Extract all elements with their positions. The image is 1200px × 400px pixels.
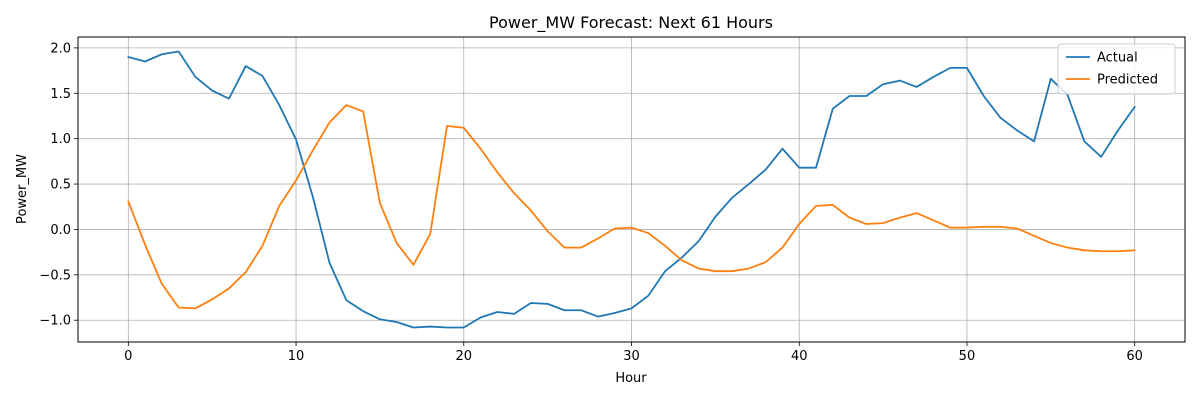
series-line-predicted [127,104,1136,310]
y-tick-label: 1.0 [50,132,71,147]
grid [78,37,1185,342]
x-tick-label: 30 [623,349,640,364]
y-axis: −1.0 −0.5 0.0 0.5 1.0 1.5 2.0 [39,41,78,329]
legend-label-predicted: Predicted [1097,73,1158,88]
x-tick-label: 0 [124,349,132,364]
y-tick-label: 1.5 [50,87,71,102]
y-tick-label: −1.0 [39,314,71,329]
x-axis-label: Hour [615,371,647,386]
x-tick-label: 20 [455,349,472,364]
legend-label-actual: Actual [1097,51,1138,66]
y-tick-label: 0.0 [50,223,71,238]
legend: Actual Predicted [1057,43,1176,95]
x-tick-label: 10 [288,349,305,364]
y-tick-label: −0.5 [39,268,71,283]
series-line-actual [127,50,1136,329]
y-tick-label: 0.5 [50,178,71,193]
x-axis: 0 10 20 30 40 50 60 [124,342,1143,364]
chart-title: Power_MW Forecast: Next 61 Hours [489,13,773,33]
x-tick-label: 50 [959,349,976,364]
y-tick-label: 2.0 [50,41,71,56]
x-tick-label: 40 [791,349,808,364]
x-tick-label: 60 [1126,349,1143,364]
series-layer [127,50,1136,329]
y-axis-label: Power_MW [15,154,30,224]
